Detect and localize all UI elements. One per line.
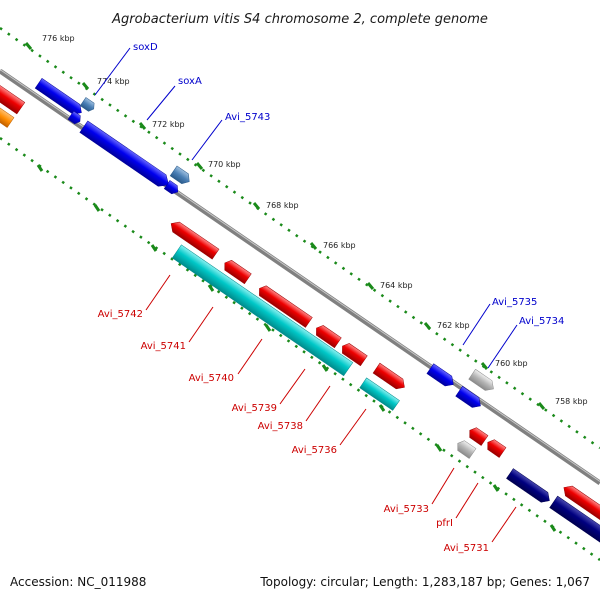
- leader-Avi_5740: [237, 338, 263, 375]
- map-title: Agrobacterium vitis S4 chromosome 2, com…: [111, 12, 488, 27]
- gene-soxD[interactable]: [79, 97, 96, 113]
- gene-label[interactable]: Avi_5739: [232, 403, 277, 414]
- gene-feature: [455, 385, 481, 408]
- leader-Avi_5733: [431, 467, 455, 505]
- gene-label[interactable]: pfrI: [436, 518, 453, 529]
- tick-label: 774 kbp: [97, 77, 130, 86]
- gene-Avi_5735[interactable]: [426, 363, 457, 390]
- gene-Avi_5739[interactable]: [313, 323, 342, 349]
- tick-label: 766 kbp: [323, 241, 356, 250]
- gene-label[interactable]: Avi_5743: [225, 112, 270, 123]
- leader-Avi_5734: [487, 324, 518, 369]
- gene-feature: [0, 105, 15, 128]
- gene-label[interactable]: Avi_5741: [141, 341, 186, 352]
- tick-label: 764 kbp: [380, 281, 413, 290]
- gene-Avi_5741[interactable]: [221, 258, 252, 285]
- major-tick: [480, 362, 489, 370]
- gene-label[interactable]: Avi_5736: [292, 445, 337, 456]
- major-tick: [264, 324, 272, 332]
- gene-label[interactable]: Avi_5735: [492, 297, 537, 308]
- gene-feature: [506, 468, 550, 503]
- gene-feature: [0, 81, 26, 115]
- major-tick: [435, 444, 443, 452]
- gene-pfrI[interactable]: [454, 438, 477, 459]
- major-tick: [195, 162, 204, 170]
- tick-label: 770 kbp: [208, 160, 241, 169]
- tick-label: 772 kbp: [152, 120, 185, 129]
- gene-label[interactable]: soxD: [133, 42, 158, 53]
- accession-text: Accession: NC_011988: [10, 575, 146, 589]
- leader-Avi_5739: [279, 368, 306, 405]
- forward-leader-lines: [94, 47, 518, 369]
- major-tick: [492, 484, 500, 492]
- gene-Avi_5736[interactable]: [372, 362, 408, 392]
- leader-pfrI: [455, 482, 479, 519]
- leader-Avi_5738: [305, 385, 331, 422]
- major-tick: [252, 202, 261, 210]
- gene-Avi_5733[interactable]: [466, 425, 489, 446]
- summary-text: Topology: circular; Length: 1,283,187 bp…: [259, 575, 590, 589]
- forward-labels: soxD soxA Avi_5743 Avi_5735 Avi_5734: [133, 42, 564, 327]
- gene-label[interactable]: soxA: [178, 76, 202, 87]
- reverse-strand: [0, 81, 600, 549]
- major-tick: [309, 242, 318, 250]
- tick-label: 758 kbp: [555, 397, 588, 406]
- tick-label: 762 kbp: [437, 321, 470, 330]
- major-tick: [321, 364, 329, 372]
- major-ticks: [24, 42, 557, 532]
- gene-label[interactable]: Avi_5742: [98, 309, 143, 320]
- leader-Avi_5736: [339, 408, 367, 446]
- leader-soxD: [94, 47, 131, 96]
- major-tick: [93, 204, 101, 212]
- major-tick: [138, 122, 147, 130]
- leader-Avi_5743: [191, 119, 223, 161]
- gene-Avi_5743[interactable]: [169, 165, 192, 187]
- major-tick: [423, 322, 432, 330]
- reverse-labels: Avi_5742 Avi_5741 Avi_5740 Avi_5739 Avi_…: [98, 309, 489, 554]
- gene-Avi_5742[interactable]: [168, 219, 220, 260]
- gene-label[interactable]: Avi_5740: [189, 373, 234, 384]
- leader-Avi_5731: [491, 506, 517, 543]
- leader-soxA: [146, 85, 176, 121]
- tick-label: 760 kbp: [495, 359, 528, 368]
- tick-labels: 776 kbp 774 kbp 772 kbp 770 kbp 768 kbp …: [42, 34, 588, 406]
- major-tick: [24, 42, 33, 50]
- major-tick: [378, 404, 386, 412]
- major-tick: [549, 524, 557, 532]
- major-tick: [150, 244, 158, 252]
- gene-label[interactable]: Avi_5731: [444, 543, 489, 554]
- gene-Avi_5734[interactable]: [468, 368, 497, 394]
- gene-feature: [549, 495, 600, 549]
- leader-Avi_5735: [462, 303, 491, 346]
- leader-Avi_5742: [145, 274, 171, 311]
- gene-feature: [171, 244, 354, 377]
- outer-ruler: [0, 26, 600, 450]
- major-tick: [207, 284, 215, 292]
- gene-label[interactable]: Avi_5733: [384, 504, 429, 515]
- major-tick: [81, 82, 90, 90]
- leader-Avi_5741: [188, 306, 214, 343]
- gene-feature: [359, 377, 400, 411]
- gene-label[interactable]: Avi_5738: [258, 421, 303, 432]
- gene-feature: [563, 485, 600, 523]
- gene-Avi_5738[interactable]: [339, 341, 368, 367]
- inner-ruler: [0, 136, 600, 562]
- major-tick: [36, 164, 44, 172]
- major-tick: [366, 282, 375, 290]
- tick-label: 776 kbp: [42, 34, 75, 43]
- gene-feature: [163, 180, 179, 195]
- reverse-leader-lines: [145, 274, 517, 543]
- gene-Avi_5731[interactable]: [484, 437, 507, 458]
- gene-soxA[interactable]: [79, 120, 173, 191]
- gene-Avi_5740[interactable]: [256, 283, 313, 328]
- major-tick: [537, 402, 546, 410]
- gene-feature: [67, 110, 81, 125]
- gene-label[interactable]: Avi_5734: [519, 316, 564, 327]
- tick-label: 768 kbp: [266, 201, 299, 210]
- forward-strand: [34, 77, 497, 408]
